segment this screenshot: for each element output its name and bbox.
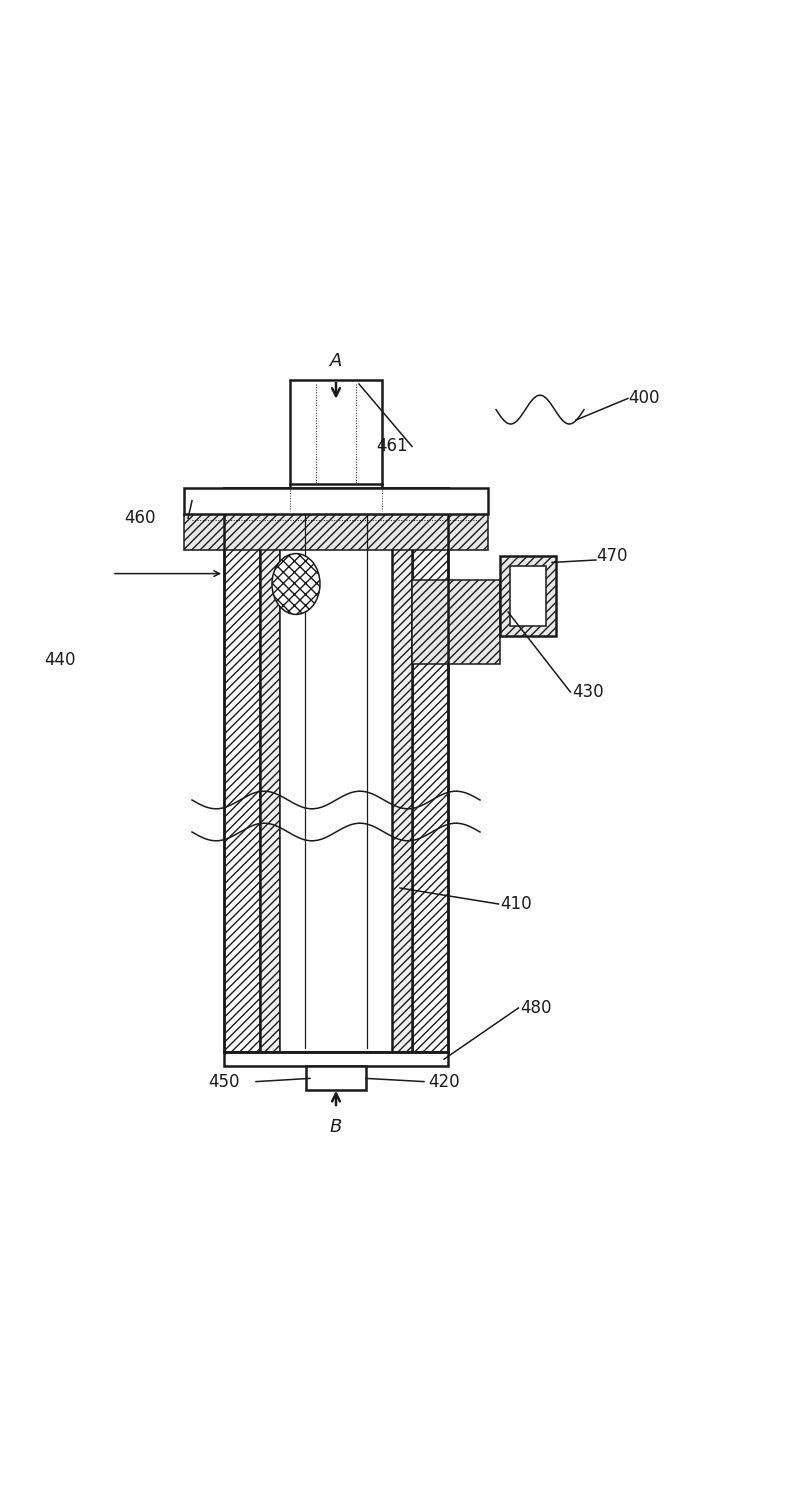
Text: 420: 420 <box>428 1072 460 1090</box>
Bar <box>500 556 556 636</box>
Ellipse shape <box>272 553 320 615</box>
Text: B: B <box>330 1117 342 1136</box>
Text: 400: 400 <box>628 390 659 408</box>
Bar <box>290 381 382 487</box>
Text: A: A <box>330 352 342 370</box>
Bar <box>280 487 392 1051</box>
Bar <box>392 487 412 1051</box>
Bar <box>306 1066 366 1090</box>
Bar <box>224 1051 448 1066</box>
Text: 460: 460 <box>124 510 155 528</box>
Bar <box>184 487 488 513</box>
Bar <box>412 581 500 663</box>
Bar <box>224 487 260 1051</box>
Bar <box>260 487 280 1051</box>
Text: 410: 410 <box>500 895 532 913</box>
Text: 480: 480 <box>520 999 551 1017</box>
Bar <box>510 566 546 626</box>
Text: 470: 470 <box>596 547 627 566</box>
Text: 430: 430 <box>572 683 604 701</box>
Text: 440: 440 <box>44 651 75 669</box>
Text: 450: 450 <box>208 1072 239 1090</box>
Text: 461: 461 <box>376 438 408 456</box>
Bar <box>184 513 488 549</box>
Bar <box>412 487 448 1051</box>
Bar <box>224 487 448 1051</box>
